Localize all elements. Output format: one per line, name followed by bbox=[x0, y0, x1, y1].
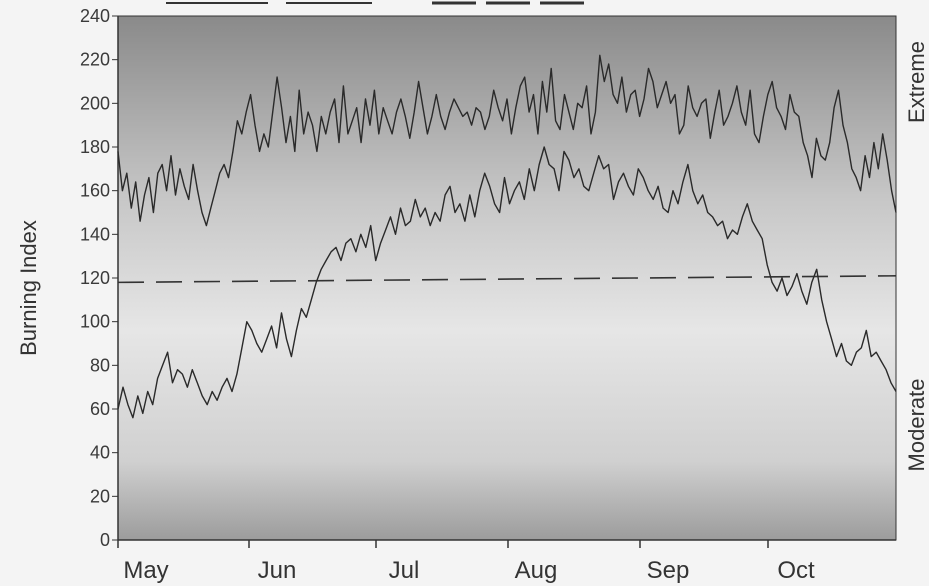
reference-line bbox=[117, 275, 897, 284]
y-axis-title: Burning Index bbox=[16, 220, 41, 356]
y-tick-label: 80 bbox=[90, 355, 110, 375]
y-tick-label: 200 bbox=[80, 93, 110, 113]
extreme-label: Extreme bbox=[904, 41, 929, 123]
y-tick-label: 180 bbox=[80, 137, 110, 157]
y-tick-label: 20 bbox=[90, 486, 110, 506]
y-tick-label: 140 bbox=[80, 224, 110, 244]
y-tick-label: 240 bbox=[80, 6, 110, 26]
month-label-aug: Aug bbox=[515, 557, 558, 584]
y-tick-label: 120 bbox=[80, 268, 110, 288]
y-tick-label: 40 bbox=[90, 443, 110, 463]
month-label-oct: Oct bbox=[777, 557, 815, 584]
y-tick-label: 0 bbox=[100, 530, 110, 550]
month-label-may: May bbox=[123, 557, 168, 584]
series-line-2 bbox=[117, 146, 897, 419]
y-tick-label: 60 bbox=[90, 399, 110, 419]
plot-area bbox=[117, 15, 897, 541]
series-group bbox=[117, 54, 897, 419]
reference-line-group bbox=[117, 275, 897, 284]
moderate-label: Moderate bbox=[904, 379, 929, 472]
month-label-jun: Jun bbox=[258, 557, 297, 584]
month-label-jul: Jul bbox=[389, 557, 420, 584]
series-line-1 bbox=[117, 54, 897, 227]
y-tick-label: 160 bbox=[80, 181, 110, 201]
x-axis: May Jun Jul Aug Sep Oct bbox=[117, 539, 896, 584]
y-tick-label: 220 bbox=[80, 50, 110, 70]
y-tick-label: 100 bbox=[80, 312, 110, 332]
y-axis: 0 20 40 60 80 100 120 140 160 180 200 220 240 bbox=[80, 6, 119, 550]
month-label-sep: Sep bbox=[647, 557, 690, 584]
